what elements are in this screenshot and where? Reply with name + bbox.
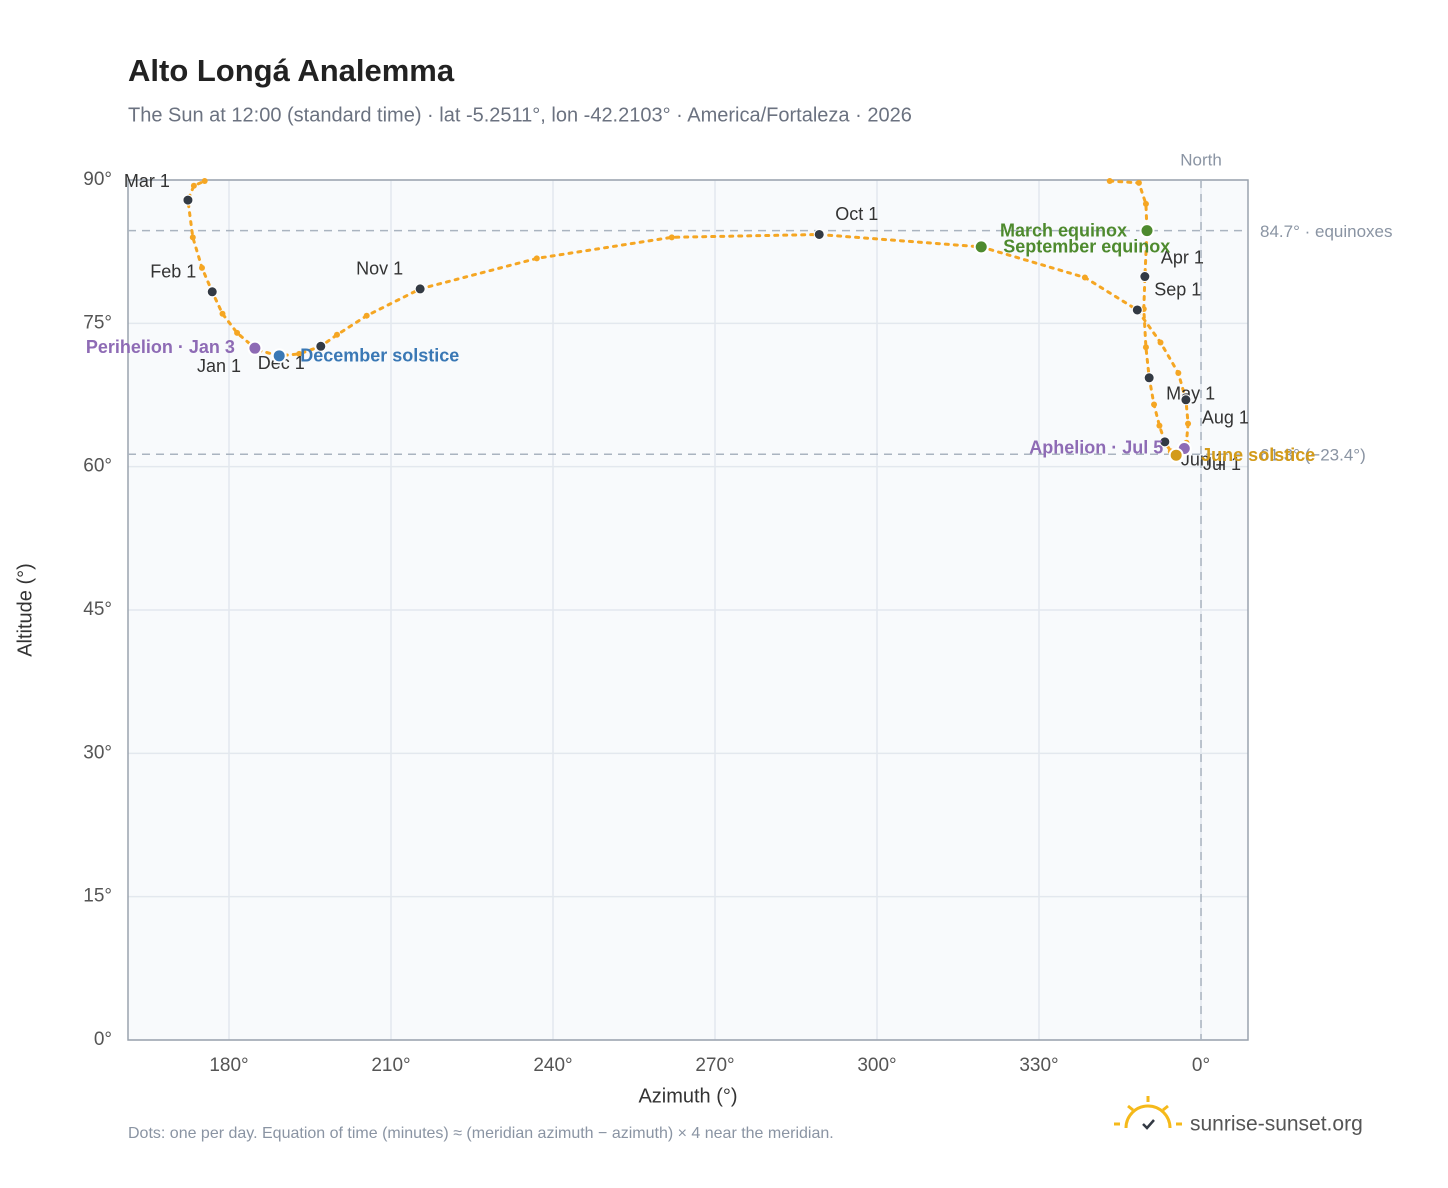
day-dot xyxy=(219,310,226,317)
day-dot xyxy=(296,350,303,357)
chart-subtitle: The Sun at 12:00 (standard time) · lat -… xyxy=(128,104,912,126)
month-marker xyxy=(1143,372,1155,384)
day-dot xyxy=(533,255,540,262)
reference-label: 84.7° · equinoxes xyxy=(1260,222,1393,241)
event-label: March equinox xyxy=(1000,220,1127,240)
month-marker xyxy=(1131,304,1143,316)
month-label: Nov 1 xyxy=(356,259,403,279)
event-marker xyxy=(1139,223,1155,239)
x-tick-label: 330° xyxy=(1019,1055,1058,1076)
month-label: Oct 1 xyxy=(835,204,878,224)
event-label: Aphelion · Jul 5 xyxy=(1029,437,1163,457)
month-label: Sep 1 xyxy=(1154,280,1201,300)
x-tick-label: 300° xyxy=(857,1055,896,1076)
day-dot xyxy=(1142,200,1149,207)
day-dot xyxy=(1081,274,1088,281)
y-axis-label: Altitude (°) xyxy=(14,563,36,657)
event-marker xyxy=(973,239,989,255)
event-label: June solstice xyxy=(1201,445,1315,465)
month-label: Mar 1 xyxy=(124,171,170,191)
month-label: Apr 1 xyxy=(1161,247,1204,267)
event-marker xyxy=(1168,447,1184,463)
event-label: September equinox xyxy=(1003,237,1170,257)
day-dot xyxy=(190,182,197,189)
y-tick-label: 15° xyxy=(83,886,112,907)
day-dot xyxy=(201,177,208,184)
month-marker xyxy=(315,340,327,352)
x-tick-label: 270° xyxy=(695,1055,734,1076)
month-label: Jan 1 xyxy=(197,356,241,376)
month-marker xyxy=(414,283,426,295)
day-dot xyxy=(363,312,370,319)
day-dot xyxy=(668,234,675,241)
footnote: Dots: one per day. Equation of time (min… xyxy=(128,1125,834,1142)
y-tick-label: 30° xyxy=(83,742,112,763)
reference-label: 61.3° (−23.4°) xyxy=(1260,446,1366,465)
month-label: Jun 1 xyxy=(1181,450,1225,470)
x-tick-label: 240° xyxy=(533,1055,572,1076)
y-tick-label: 0° xyxy=(94,1029,112,1050)
chart-title: Alto Longá Analemma xyxy=(128,53,455,88)
x-tick-label: 0° xyxy=(1192,1055,1210,1076)
day-dot xyxy=(1157,339,1164,346)
day-dot xyxy=(1151,401,1158,408)
month-label: Jul 1 xyxy=(1203,454,1241,474)
month-marker xyxy=(1159,436,1171,448)
brand-logo xyxy=(1114,1096,1182,1130)
y-tick-label: 45° xyxy=(83,599,112,620)
event-label: Perihelion · Jan 3 xyxy=(86,337,235,357)
x-axis-label: Azimuth (°) xyxy=(638,1085,737,1107)
day-dot xyxy=(234,329,241,336)
month-marker xyxy=(1180,394,1192,406)
brand: sunrise-sunset.org xyxy=(1190,1113,1363,1136)
y-tick-label: 90° xyxy=(83,169,112,190)
month-marker xyxy=(1139,271,1151,283)
y-tick-label: 60° xyxy=(83,456,112,477)
month-label: May 1 xyxy=(1166,384,1215,404)
month-label: Aug 1 xyxy=(1202,408,1249,428)
day-dot xyxy=(1135,179,1142,186)
month-marker xyxy=(206,286,218,298)
day-dot xyxy=(1185,420,1192,427)
day-dot xyxy=(1156,422,1163,429)
event-marker xyxy=(247,340,263,356)
month-label: Feb 1 xyxy=(150,262,196,282)
day-dot xyxy=(1142,344,1149,351)
day-dot xyxy=(189,234,196,241)
month-marker xyxy=(813,228,825,240)
plot-frame xyxy=(127,179,1249,1041)
x-tick-label: 180° xyxy=(209,1055,248,1076)
day-dot xyxy=(1175,370,1182,377)
day-dot xyxy=(1106,177,1113,184)
y-tick-label: 75° xyxy=(83,312,112,333)
event-marker xyxy=(271,348,287,364)
day-dot xyxy=(333,331,340,338)
north-label: North xyxy=(1180,150,1222,169)
event-label: December solstice xyxy=(300,346,459,366)
day-dot xyxy=(198,264,205,271)
x-tick-label: 210° xyxy=(371,1055,410,1076)
month-marker xyxy=(182,194,194,206)
